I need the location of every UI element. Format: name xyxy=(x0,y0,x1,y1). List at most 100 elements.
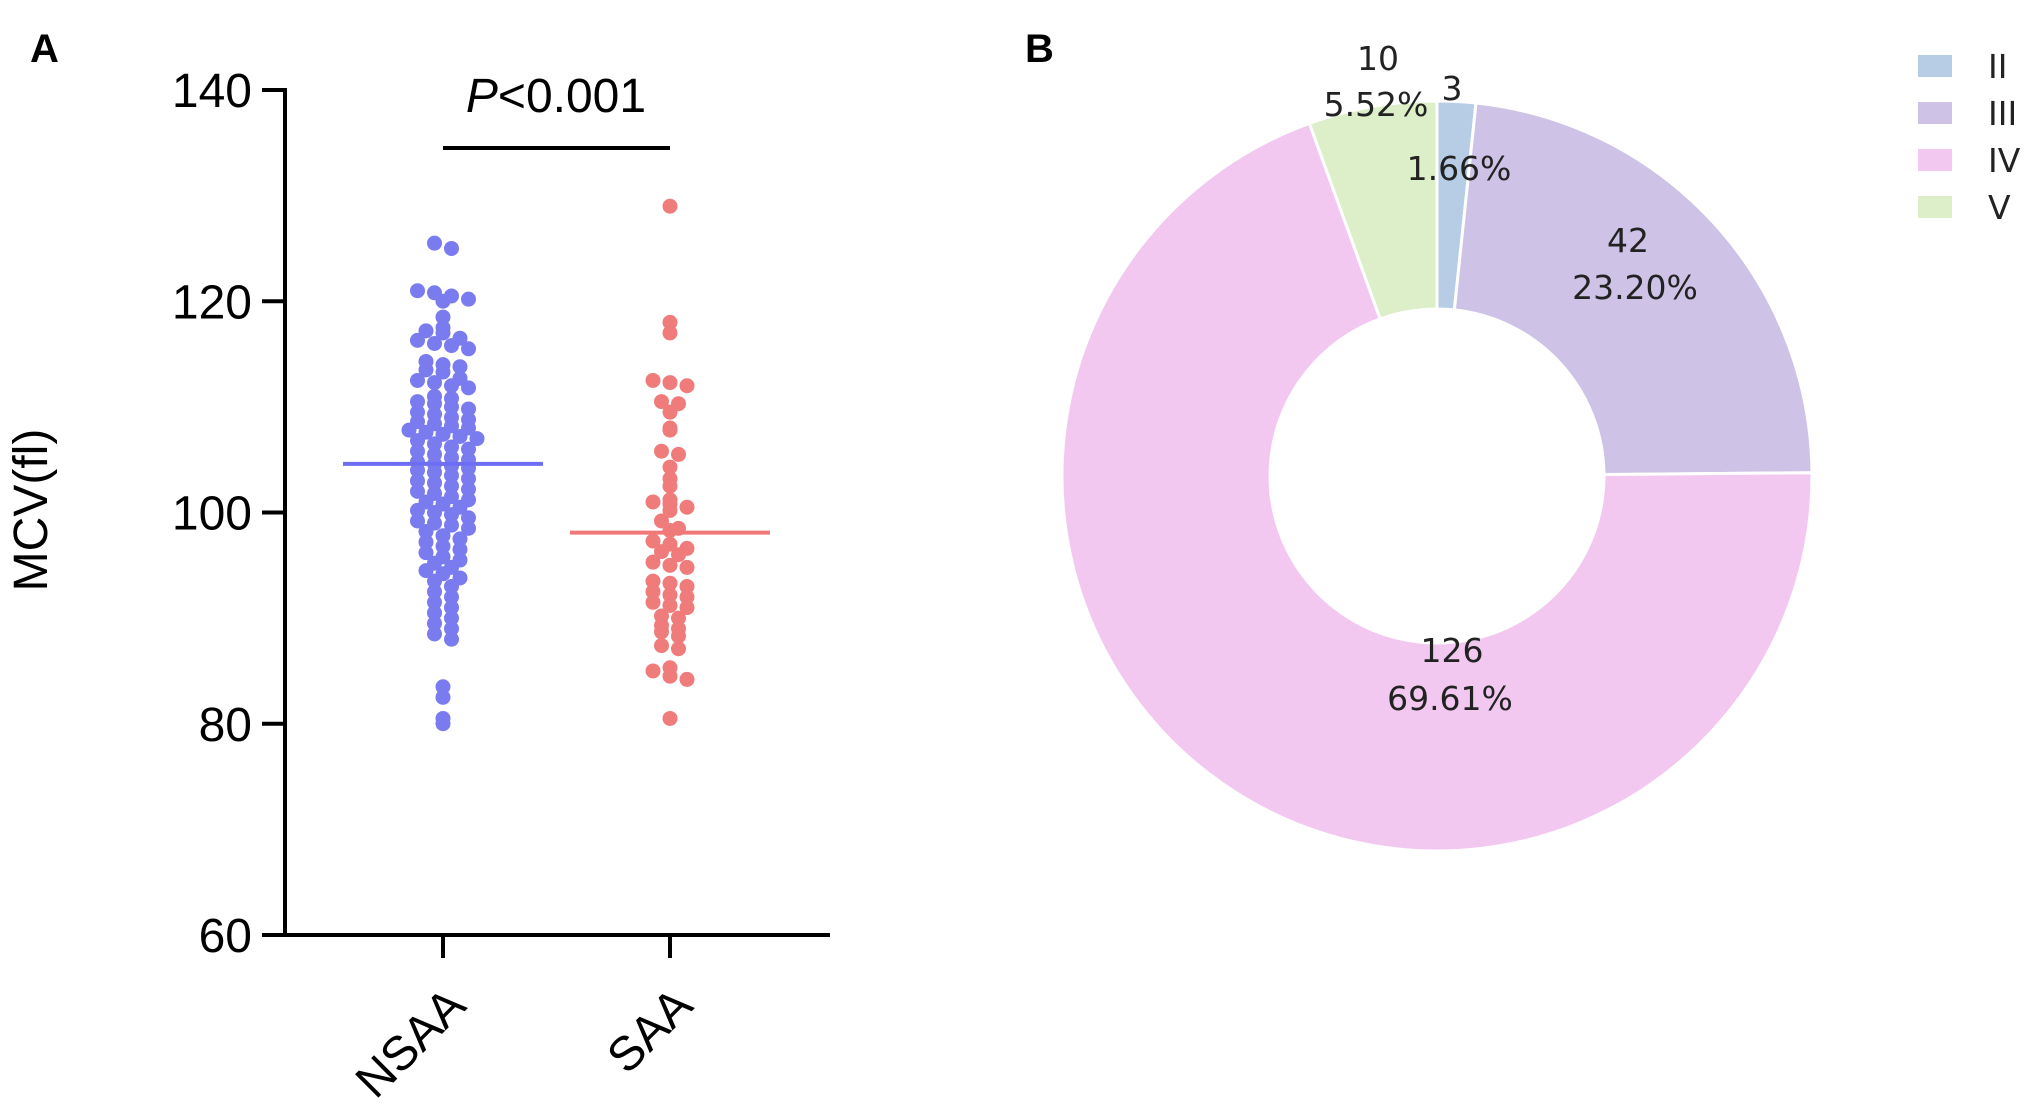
scatter-point xyxy=(645,584,661,600)
scatter-point xyxy=(444,589,459,605)
scatter-point xyxy=(679,671,695,687)
y-tick-label: 100 xyxy=(172,488,252,541)
y-tick-label: 80 xyxy=(199,699,252,752)
scatter-point xyxy=(452,552,468,568)
donut-slice-III xyxy=(1452,101,1814,477)
scatter-points xyxy=(401,198,695,732)
scatter-point xyxy=(461,492,476,508)
scatter-point xyxy=(662,492,678,508)
slice-count-label: 126 xyxy=(1421,631,1484,670)
scatter-point xyxy=(679,589,695,605)
scatter-point xyxy=(671,641,686,657)
scatter-point xyxy=(427,584,442,600)
scatter-point xyxy=(671,396,686,412)
scatter-point xyxy=(461,441,476,457)
slice-count-label: 42 xyxy=(1607,221,1649,260)
scatter-point xyxy=(679,578,695,594)
scatter-point xyxy=(662,587,678,603)
scatter-point xyxy=(427,475,442,491)
scatter-point xyxy=(662,314,678,330)
scatter-point xyxy=(435,309,451,325)
scatter-point xyxy=(444,517,459,533)
slice-percent-label: 69.61% xyxy=(1387,679,1513,718)
scatter-point xyxy=(654,394,669,410)
y-axis-title: MCV(fl) xyxy=(5,429,58,592)
scatter-point xyxy=(662,325,678,341)
scatter-point xyxy=(444,450,459,466)
panel-a-label: A xyxy=(30,27,59,71)
legend-label: IV xyxy=(1988,141,2021,180)
scatter-point xyxy=(654,608,669,624)
scatter-point xyxy=(435,538,451,554)
scatter-point xyxy=(452,359,468,375)
donut-slice-labels: 3 1.66% 42 23.20% 126 69.61% 10 5.52% xyxy=(1324,39,1698,718)
scatter-point xyxy=(461,412,476,428)
donut-slices xyxy=(1060,99,1814,853)
slice-percent-label: 5.52% xyxy=(1324,85,1429,124)
scatter-point xyxy=(662,660,678,676)
x-axis-ticks xyxy=(441,935,672,958)
scatter-point xyxy=(427,515,442,531)
scatter-point xyxy=(444,288,459,304)
scatter-point xyxy=(444,610,459,626)
scatter-point xyxy=(662,536,678,552)
scatter-point xyxy=(444,631,459,647)
scatter-point xyxy=(435,679,451,695)
scatter-point xyxy=(679,499,695,515)
panel-b-label: B xyxy=(1025,27,1054,71)
scatter-point xyxy=(410,283,425,299)
scatter-point xyxy=(469,431,485,447)
scatter-point xyxy=(444,621,459,637)
scatter-point xyxy=(645,663,661,679)
legend-swatch xyxy=(1918,196,1952,218)
scatter-point xyxy=(427,594,442,610)
scatter-point xyxy=(645,533,661,549)
slice-percent-label: 23.20% xyxy=(1572,268,1698,307)
scatter-point xyxy=(444,240,459,256)
scatter-point xyxy=(662,420,678,436)
scatter-point xyxy=(427,626,442,642)
scatter-point xyxy=(679,540,695,556)
scatter-point xyxy=(645,594,661,610)
scatter-point xyxy=(671,446,686,462)
scatter-point xyxy=(427,615,442,631)
scatter-point xyxy=(662,597,678,613)
scatter-point xyxy=(427,485,442,501)
scatter-point xyxy=(679,559,695,575)
scatter-point xyxy=(435,357,451,373)
legend-label: III xyxy=(1988,94,2017,133)
scatter-point xyxy=(444,489,459,505)
scatter-point xyxy=(435,528,451,544)
scatter-point xyxy=(645,494,661,510)
scatter-point xyxy=(662,471,678,487)
scatter-point xyxy=(461,471,476,487)
scatter-point xyxy=(452,531,468,547)
scatter-point xyxy=(452,330,468,346)
slice-percent-label: 1.66% xyxy=(1407,149,1512,188)
p-value-text: <0.001 xyxy=(498,70,646,123)
scatter-point xyxy=(410,443,425,459)
slice-count-label: 10 xyxy=(1357,39,1399,78)
scatter-point xyxy=(662,375,678,391)
scatter-point xyxy=(444,409,459,425)
scatter-point xyxy=(645,573,661,589)
y-axis-ticks xyxy=(262,88,285,937)
legend-label: II xyxy=(1988,47,2007,86)
scatter-point xyxy=(645,554,661,570)
legend-label: V xyxy=(1988,188,2011,227)
scatter-point xyxy=(654,638,669,654)
p-value-annotation: P<0.001 xyxy=(466,70,646,123)
mean-lines xyxy=(343,461,770,535)
scatter-point xyxy=(418,353,434,369)
legend-swatch xyxy=(1918,149,1952,171)
scatter-point xyxy=(410,483,425,499)
scatter-point xyxy=(679,600,695,616)
scatter-point xyxy=(444,439,459,455)
scatter-point xyxy=(671,621,686,637)
scatter-point xyxy=(662,575,678,591)
scatter-point xyxy=(461,291,476,307)
scatter-point xyxy=(654,443,669,459)
scatter-point xyxy=(435,689,451,705)
